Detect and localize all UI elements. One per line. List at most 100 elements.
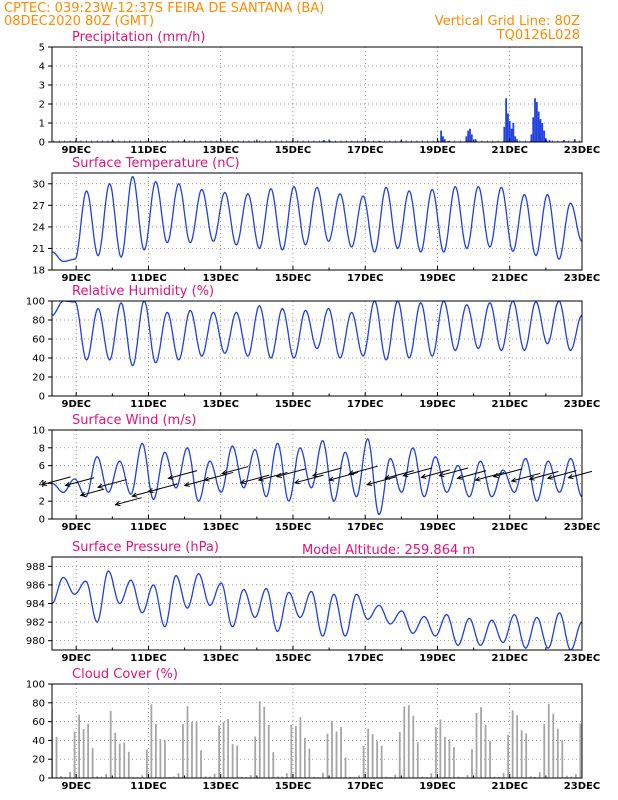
y-tick-label: 21 xyxy=(32,244,45,255)
wind-arrow-shaft xyxy=(568,470,593,479)
wind-arrow-head xyxy=(474,476,481,482)
precip-trace-bar xyxy=(270,140,271,142)
precip-bar xyxy=(508,121,511,142)
precip-trace-bar xyxy=(383,140,385,142)
precip-trace-bar xyxy=(80,140,82,142)
panel-1: 9DEC 11DEC 13DEC 15DEC 17DEC 19DEC 21DEC 23DEC 0… xyxy=(39,30,601,156)
precip-trace-bar xyxy=(449,140,450,142)
cloud-bar xyxy=(145,749,148,778)
cloud-bar xyxy=(78,714,80,778)
panel-frame xyxy=(51,46,583,143)
cloud-bar xyxy=(281,776,284,778)
precip-trace-bar xyxy=(156,140,158,142)
precip-trace-bar xyxy=(324,140,326,142)
precip-trace-bar xyxy=(226,140,228,142)
cloud-bar xyxy=(154,724,157,778)
precip-trace-bar xyxy=(454,140,456,142)
y-tick-label: 2 xyxy=(39,497,45,508)
precip-trace-bar xyxy=(118,140,120,142)
precip-trace-bar xyxy=(497,140,499,142)
precip-trace-bar xyxy=(96,140,98,142)
cloud-bar xyxy=(195,721,198,778)
precip-bar xyxy=(537,111,540,142)
wind-arrow-head xyxy=(420,473,427,479)
wind-arrow xyxy=(221,466,249,475)
y-tick-label: 0 xyxy=(39,392,45,403)
x-tick-label: 17DEC xyxy=(347,522,383,533)
cloud-bar xyxy=(73,731,76,778)
precip-trace-bar xyxy=(530,140,532,142)
cloud-bar xyxy=(376,740,379,778)
y-tick-label: 40 xyxy=(32,736,45,747)
y-tick-label: 18 xyxy=(32,266,45,277)
wind-arrow-shaft xyxy=(240,474,270,484)
precip-trace-bar xyxy=(64,140,66,142)
cloud-bar xyxy=(457,776,460,778)
wind-arrow-shaft xyxy=(367,476,396,486)
precip-trace-bar xyxy=(427,140,429,142)
precip-trace-bar xyxy=(367,140,369,142)
wind-arrow-shaft xyxy=(511,472,541,482)
series-group xyxy=(53,98,580,142)
wind-arrow xyxy=(96,479,127,489)
precip-trace-bar xyxy=(551,140,553,142)
precip-bar xyxy=(534,98,536,142)
cloud-bar xyxy=(570,776,573,778)
wind-arrow-head xyxy=(438,472,445,478)
cloud-bar xyxy=(227,719,230,778)
panel-5: 9DEC 11DEC 13DEC 15DEC 17DEC 19DEC 21DEC 23DEC 9… xyxy=(26,540,600,664)
wind-arrow-shaft xyxy=(80,488,105,496)
precip-trace-bar xyxy=(568,140,570,142)
wind-arrow-head xyxy=(348,470,355,476)
x-tick-label: 9DEC xyxy=(61,273,90,284)
cloud-bar xyxy=(118,743,121,778)
x-tick-label: 23DEC xyxy=(564,399,600,410)
wind-arrow-shaft xyxy=(529,471,559,480)
panel-title: Surface Pressure (hPa) xyxy=(72,540,219,555)
cloud-bar xyxy=(213,773,216,778)
series-line xyxy=(52,301,582,367)
precip-trace-bar xyxy=(318,140,320,142)
cloud-bar xyxy=(114,732,117,778)
x-tick-label: 23DEC xyxy=(564,145,600,156)
precip-bar xyxy=(505,98,508,142)
x-tick-label: 13DEC xyxy=(203,273,239,284)
wind-arrow-shaft xyxy=(204,471,234,481)
wind-arrow-shaft xyxy=(115,497,142,506)
x-tick-label: 13DEC xyxy=(203,145,239,156)
wind-arrow-head xyxy=(183,481,190,487)
precip-trace-bar xyxy=(476,140,477,142)
precip-trace-bar xyxy=(335,140,337,142)
precip-trace-bar xyxy=(573,140,575,142)
cloud-bar xyxy=(249,775,252,778)
wind-arrow xyxy=(147,483,178,494)
cloud-bar xyxy=(182,724,184,778)
precip-trace-bar xyxy=(199,140,201,142)
wind-arrow xyxy=(384,470,414,480)
x-tick-label: 9DEC xyxy=(61,522,90,533)
cloud-bar xyxy=(453,747,455,778)
cloud-bar xyxy=(322,772,324,778)
precip-trace-bar xyxy=(541,140,542,142)
wind-arrow-shaft xyxy=(222,466,249,475)
cloud-bar xyxy=(303,737,306,778)
x-tick-label: 9DEC xyxy=(61,145,90,156)
cloud-bar xyxy=(258,701,261,778)
precip-trace-bar xyxy=(562,140,564,142)
cloud-bar xyxy=(349,776,351,778)
cloud-bar xyxy=(240,776,243,778)
wind-arrow xyxy=(420,469,451,479)
precip-trace-bar xyxy=(459,140,461,142)
x-tick-label: 13DEC xyxy=(203,399,239,410)
precip-trace-bar xyxy=(340,140,342,142)
cloud-bar xyxy=(421,776,424,778)
wind-arrow-shaft xyxy=(475,471,505,481)
cloud-bar xyxy=(272,752,275,778)
precip-trace-bar xyxy=(85,140,87,142)
cloud-bar xyxy=(507,734,510,778)
y-tick-label: 984 xyxy=(26,599,45,610)
cloud-bar xyxy=(493,776,496,778)
cloud-bar xyxy=(362,745,365,778)
x-tick-label: 13DEC xyxy=(203,522,239,533)
y-tick-label: 27 xyxy=(32,201,45,212)
